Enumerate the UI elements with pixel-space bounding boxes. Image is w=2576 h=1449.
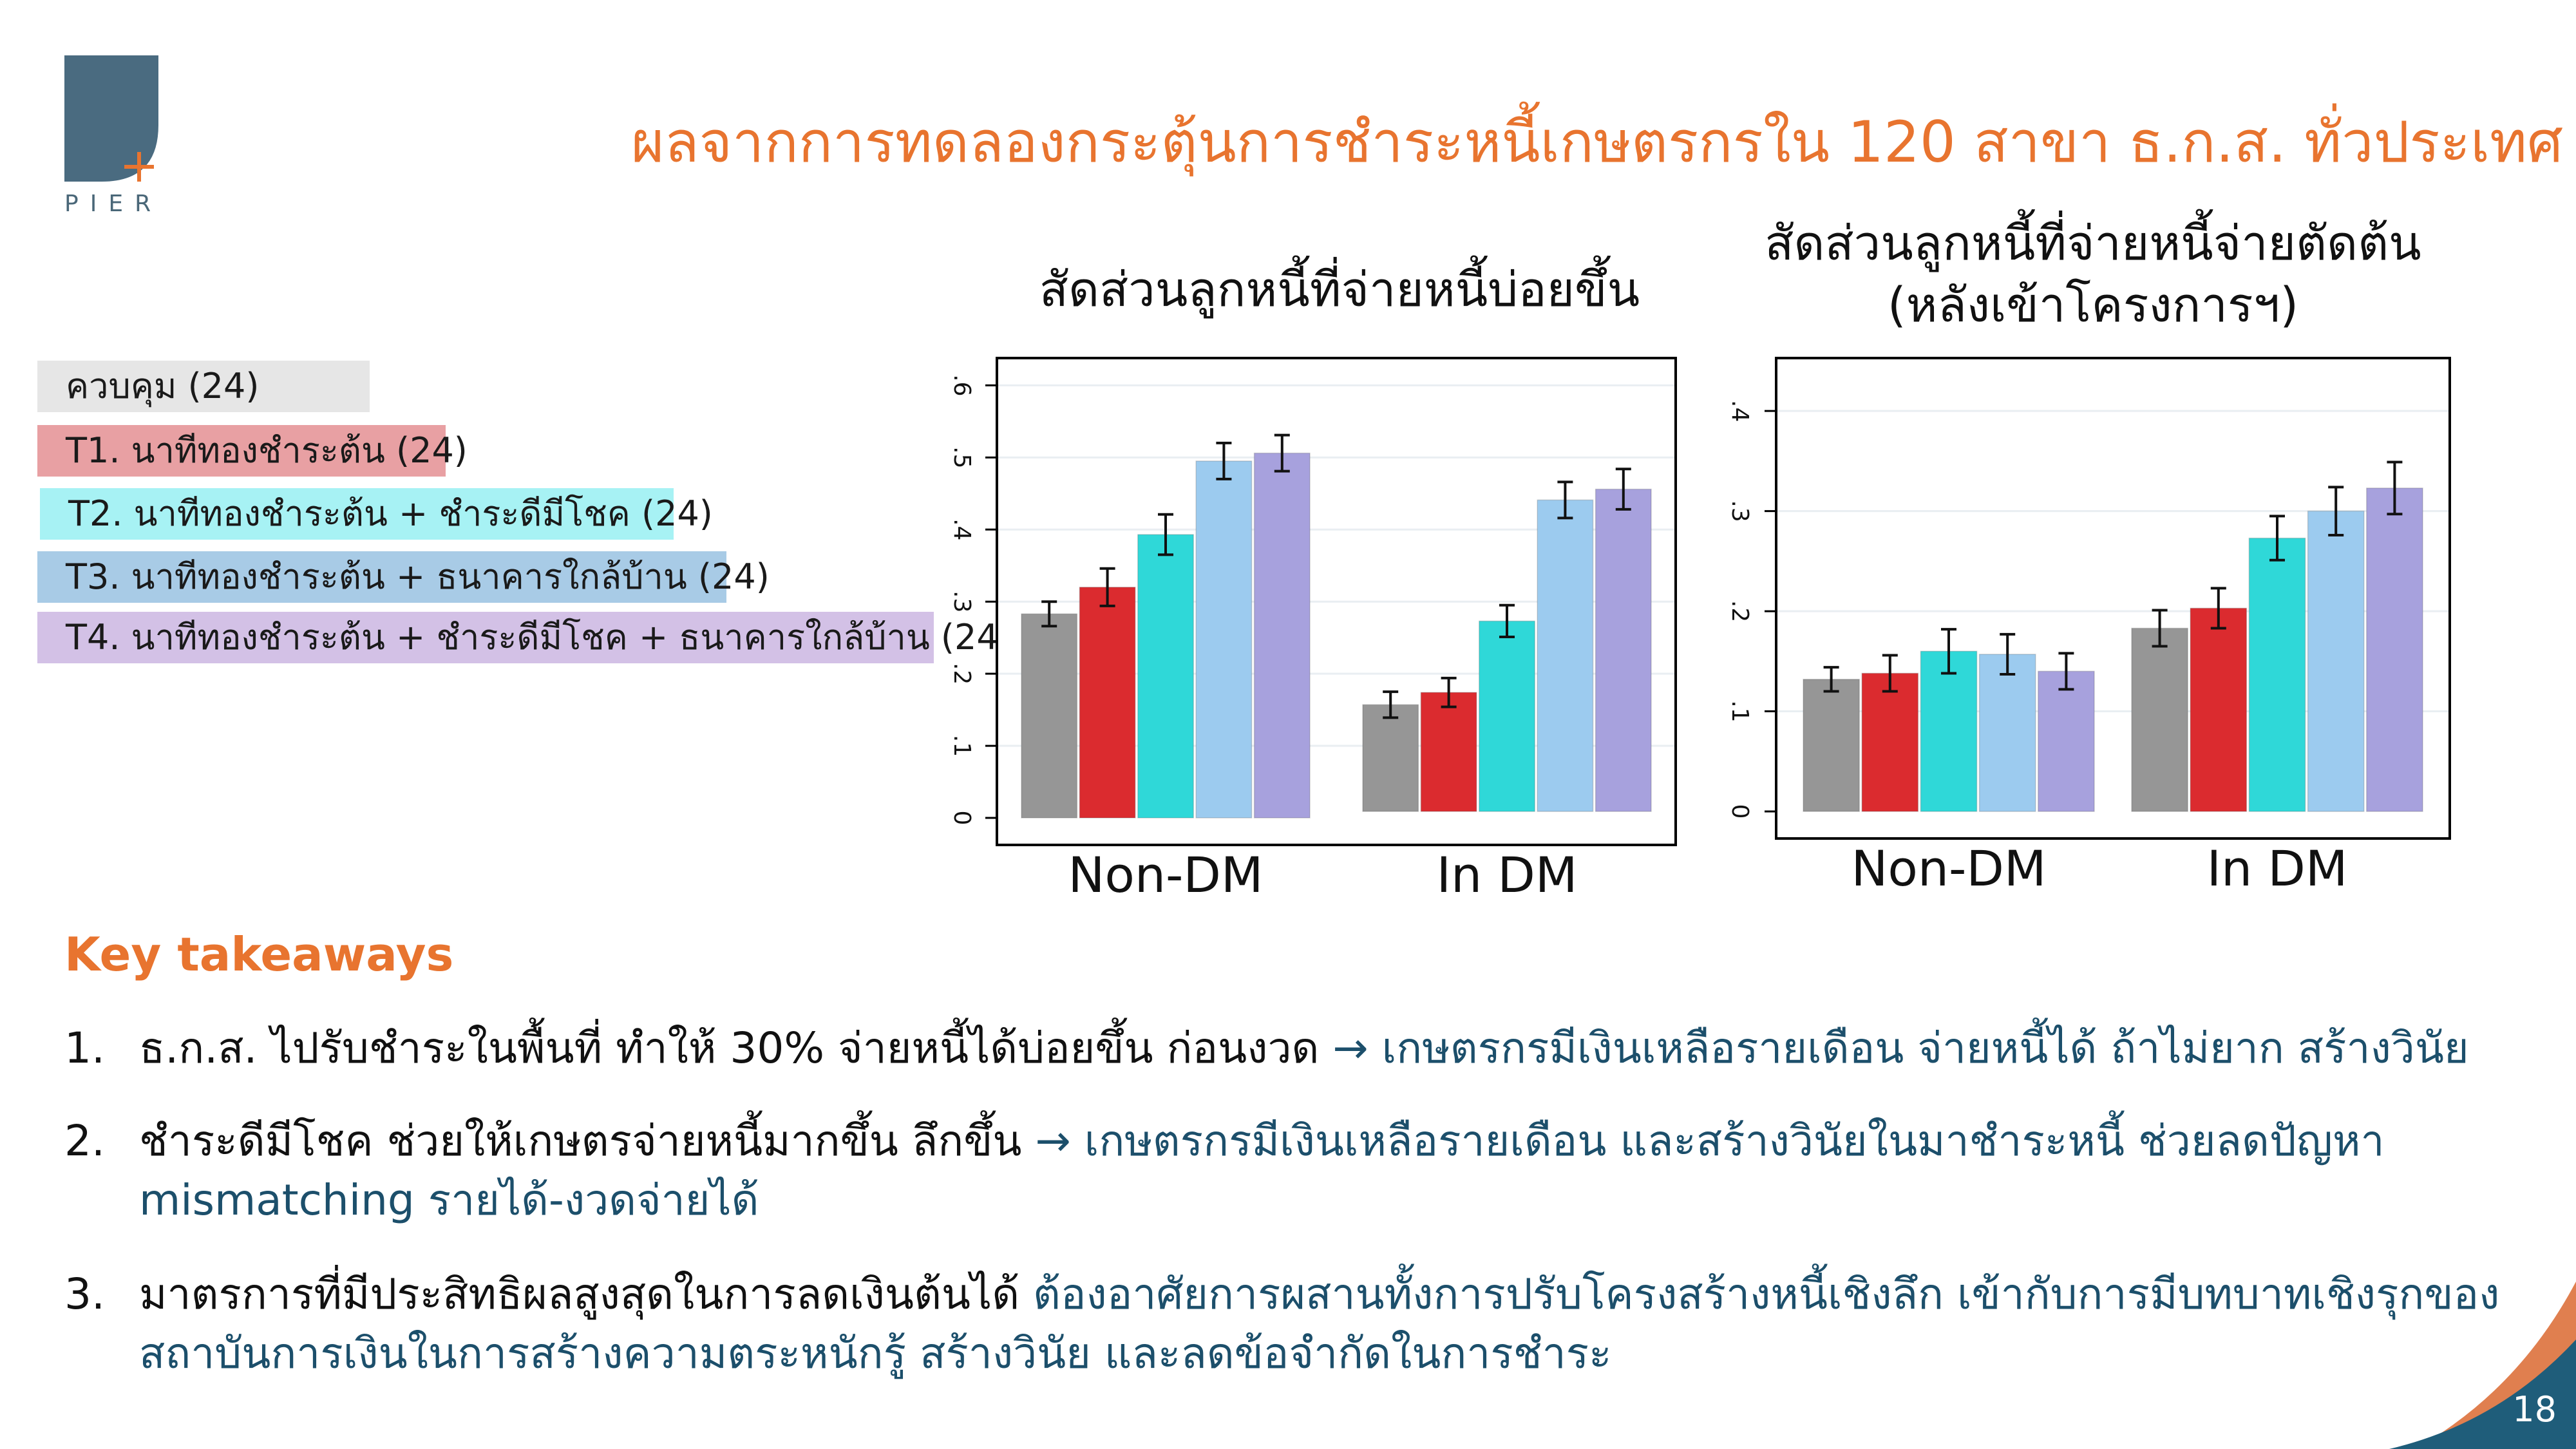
chart-2-title: สัดส่วนลูกหนี้ที่จ่ายหนี้จ่ายตัดต้น (หลั… (1765, 213, 2421, 336)
arrow-right-icon: → (1332, 1023, 1368, 1073)
logo-text: PIER (64, 191, 163, 217)
bar (1137, 534, 1194, 819)
y-tick-label: .5 (949, 446, 975, 468)
takeaway-text: มาตรการที่มีประสิทธิผลสูงสุดในการลดเงินต… (139, 1265, 2561, 1383)
takeaway-finding: ธ.ก.ส. ไปรับชำระในพื้นที่ ทำให้ 30% จ่าย… (139, 1023, 1333, 1073)
y-tick-label: .6 (949, 374, 975, 396)
y-tick-label: 0 (949, 811, 975, 826)
bar (1537, 499, 1594, 812)
takeaway-implication: ต้องอาศัยการผสานทั้งการปรับโครงสร้างหนี้… (139, 1269, 2500, 1378)
bar (1079, 587, 1136, 819)
takeaway-finding: ชำระดีมีโชค ช่วยให้เกษตรจ่ายหนี้มากขึ้น … (139, 1116, 1036, 1166)
page-number: 18 (2512, 1389, 2557, 1430)
bar (1920, 650, 1978, 812)
bar (1420, 692, 1477, 812)
y-tick-label: .4 (949, 518, 975, 540)
bar (2307, 510, 2365, 812)
takeaway-finding: มาตรการที่มีประสิทธิผลสูงสุดในการลดเงินต… (139, 1269, 1034, 1319)
legend-item-t3: T3. นาทีทองชำระต้น + ธนาคารใกล้บ้าน (24) (37, 551, 770, 603)
legend-item-t4: T4. นาทีทองชำระต้น + ชำระดีมีโชค + ธนาคา… (37, 612, 1012, 663)
y-tick-label: .1 (949, 735, 975, 757)
y-tick-label: .2 (949, 663, 975, 685)
bar (1861, 672, 1919, 812)
bar (2366, 488, 2423, 812)
takeaway-number: 1. (64, 1023, 105, 1073)
legend-item-control: ควบคุม (24) (37, 361, 370, 412)
y-tick-label: .2 (1727, 600, 1753, 622)
bar (1362, 704, 1419, 812)
takeaway-number: 2. (64, 1116, 105, 1166)
y-tick-label: .4 (1727, 400, 1753, 422)
bar (1978, 654, 2036, 812)
legend-item-t2: T2. นาทีทองชำระต้น + ชำระดีมีโชค (24) (40, 488, 713, 540)
bar (2248, 537, 2306, 812)
legend-item-t1: T1. นาทีทองชำระต้น (24) (37, 425, 468, 477)
x-category-label: Non-DM (1851, 840, 2046, 897)
x-category-label: In DM (1437, 846, 1578, 904)
bar (1803, 679, 1860, 812)
bar (1595, 488, 1652, 812)
chart-2-title-text: สัดส่วนลูกหนี้ที่จ่ายหนี้จ่ายตัดต้น (หลั… (1765, 216, 2421, 333)
y-tick-label: .3 (1727, 500, 1753, 522)
bar (1021, 613, 1078, 819)
x-category-label: In DM (2207, 840, 2348, 897)
bar (1253, 452, 1311, 819)
bar (2190, 607, 2248, 812)
bar (2038, 670, 2095, 812)
takeaway-number: 3. (64, 1269, 105, 1319)
y-tick-label: 0 (1727, 804, 1753, 819)
corner-decoration (2389, 1282, 2576, 1449)
pier-logo (64, 55, 158, 182)
arrow-right-icon: → (1035, 1116, 1071, 1166)
takeaway-text: ชำระดีมีโชค ช่วยให้เกษตรจ่ายหนี้มากขึ้น … (139, 1112, 2458, 1230)
y-tick-label: .1 (1727, 700, 1753, 722)
chart-1-title: สัดส่วนลูกหนี้ที่จ่ายหนี้บ่อยขึ้น (1039, 262, 1640, 317)
takeaway-implication: เกษตรกรมีเงินเหลือรายเดือน และสร้างวินัย… (139, 1116, 2385, 1225)
bar (1479, 620, 1535, 812)
takeaways-heading: Key takeaways (64, 927, 454, 981)
y-tick-label: .3 (949, 591, 975, 612)
takeaway-implication: เกษตรกรมีเงินเหลือรายเดือน จ่ายหนี้ได้ ถ… (1368, 1023, 2469, 1073)
bar (2131, 627, 2188, 812)
bar (1195, 460, 1253, 819)
takeaway-text: ธ.ก.ส. ไปรับชำระในพื้นที่ ทำให้ 30% จ่าย… (139, 1019, 2561, 1078)
x-category-label: Non-DM (1068, 846, 1263, 904)
page-title: ผลจากการทดลองกระตุ้นการชำระหนี้เกษตรกรใน… (631, 109, 2563, 175)
